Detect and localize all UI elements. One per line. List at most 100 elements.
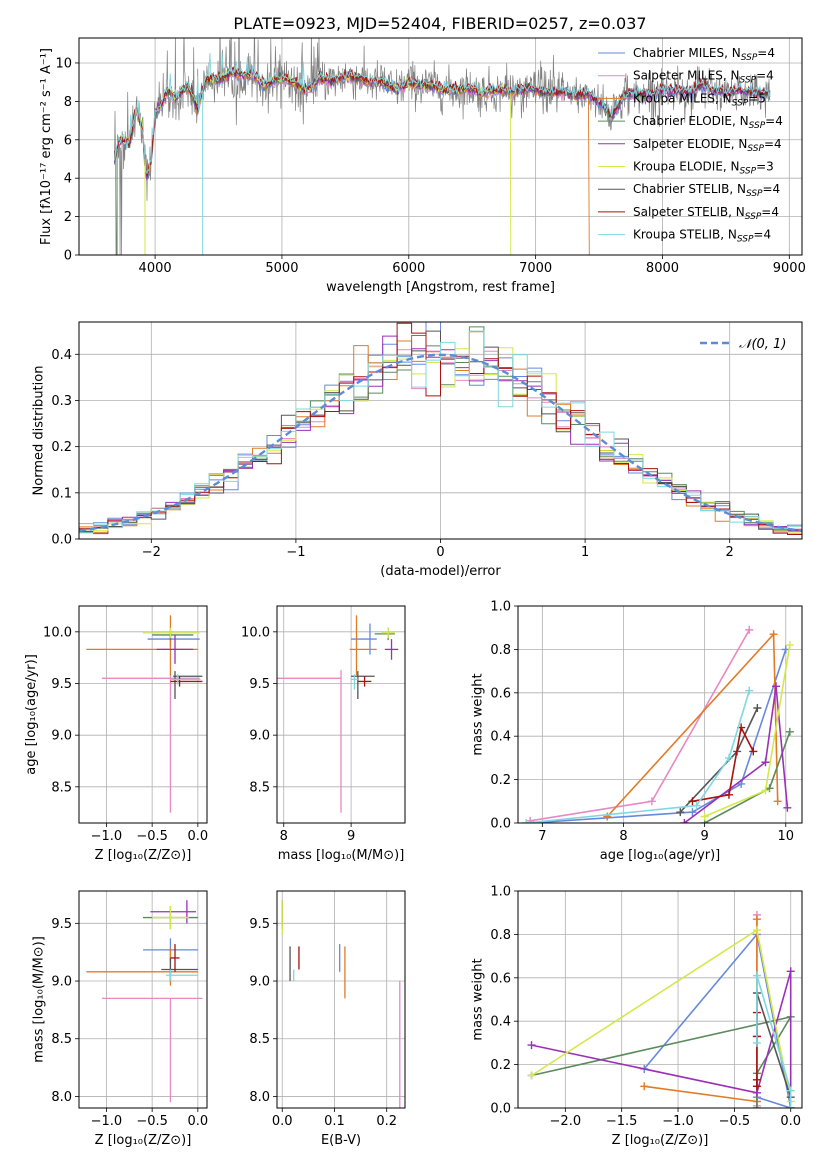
spectrum-xtick-label: 9000 <box>773 261 806 276</box>
mass-weight-marker <box>724 753 733 762</box>
mass-vs-Z-xtick-label: 0.0 <box>188 1114 209 1129</box>
mass-weight-marker <box>753 703 762 712</box>
mass-weight-marker <box>688 808 697 817</box>
residuals-xtick-label: 1 <box>581 545 589 560</box>
age-vs-mass-xtick-label: 8 <box>280 829 288 844</box>
age-vs-mass-plot <box>277 615 399 813</box>
mass-vs-EBV-axes: 0.0 0.1 0.2 8.0 8.5 9.0 9.5 E(B-V) <box>249 890 406 1148</box>
age-vs-Z-xlabel: Z [log₁₀(Z/Z⊙)] <box>95 848 192 863</box>
age-vs-Z-ytick-label: 8.5 <box>51 780 72 795</box>
legend-entry: Kroupa MILES, NSSP=5 <box>633 91 766 108</box>
residuals-ytick-label: 0.2 <box>51 440 72 455</box>
mass-vs-Z-xtick-label: −0.5 <box>136 1114 168 1129</box>
age-vs-Z-axes: −1.0 −0.5 0.0 8.5 9.0 9.5 10.0 Z [log₁₀(Z/Z⊙)] a… <box>24 605 209 863</box>
mass-weight-marker <box>785 641 794 650</box>
mass-weight-vs-Z-ytick-label: 0.2 <box>490 1058 511 1073</box>
age-vs-mass-xlabel: mass [log₁₀(M/M⊙)] <box>278 848 405 863</box>
errorbar-point <box>156 634 194 664</box>
mass-vs-Z-ytick-label: 8.0 <box>51 1090 72 1105</box>
legend-entry: Chabrier STELIB, NSSP=4 <box>633 182 780 199</box>
residuals-plot <box>79 322 802 535</box>
mass-weight-marker <box>786 1104 795 1108</box>
mass-vs-Z-xlabel: Z [log₁₀(Z/Z⊙)] <box>95 1133 192 1148</box>
spectrum-ytick-label: 10 <box>55 56 72 71</box>
residuals-ylabel: Normed distribution <box>32 366 47 496</box>
mass-weight-line <box>756 975 792 1108</box>
residuals-xtick-label: −2 <box>142 545 161 560</box>
spectrum-model-line <box>114 66 771 177</box>
mass-weight-marker <box>603 812 612 821</box>
mass-weight-vs-age-xtick-label: 8 <box>619 829 627 844</box>
mass-vs-Z-axes: −1.0 −0.5 0.0 8.0 8.5 9.0 9.5 Z [log₁₀(Z/Z⊙)] ma… <box>32 890 209 1148</box>
mass-weight-vs-age-ytick-label: 0.8 <box>490 643 511 658</box>
mass-weight-marker <box>692 801 701 810</box>
mass-vs-Z-ytick-label: 8.5 <box>51 1032 72 1047</box>
residual-histogram <box>79 330 802 534</box>
mass-vs-EBV-xtick-label: 0.2 <box>376 1114 397 1129</box>
mass-weight-vs-Z-xtick-label: −1.5 <box>606 1114 638 1129</box>
age-vs-Z-ytick-label: 10.0 <box>43 625 72 640</box>
errorbar-point <box>170 944 180 972</box>
mass-weight-vs-age-xtick-label: 9 <box>700 829 708 844</box>
age-vs-mass-frame <box>276 605 406 824</box>
mass-weight-marker <box>526 816 535 823</box>
age-vs-Z-ytick-label: 9.5 <box>51 677 72 692</box>
mass-weight-vs-Z-frame-layer: −2.0 −1.5 −1.0 −0.5 0.0 0.0 0.2 0.4 0.6 0.8 1.0 Z [… <box>471 885 803 1148</box>
mass-weight-marker <box>676 808 685 817</box>
mass-weight-vs-age-ytick-label: 0.6 <box>490 686 511 701</box>
mass-vs-EBV-frame <box>276 890 406 1109</box>
mass-weight-line <box>526 690 751 823</box>
mass-weight-marker <box>752 971 761 980</box>
legend-entry: Salpeter MILES, NSSP=4 <box>633 69 774 86</box>
mass-weight-marker <box>752 1104 761 1108</box>
age-vs-Z-xtick-label: −1.0 <box>91 829 123 844</box>
age-vs-mass-xtick-label: 9 <box>347 829 355 844</box>
errorbar-point <box>170 674 201 685</box>
residuals-ytick-label: 0.1 <box>51 486 72 501</box>
mass-weight-marker <box>761 786 770 795</box>
mass-weight-marker <box>680 819 689 823</box>
mass-weight-vs-age-frame <box>517 605 803 824</box>
age-vs-Z-xtick-label: 0.0 <box>188 829 209 844</box>
mass-weight-vs-age-ytick-label: 0.4 <box>490 730 511 745</box>
mass-weight-marker <box>640 1082 649 1091</box>
spectrum-ytick-label: 4 <box>64 172 72 187</box>
legend-entry: Kroupa ELODIE, NSSP=3 <box>633 160 774 177</box>
mass-vs-EBV-xlabel: E(B-V) <box>321 1133 361 1148</box>
spectrum-xtick-label: 7000 <box>519 261 552 276</box>
mass-weight-marker <box>761 758 770 767</box>
mass-weight-marker <box>752 1075 761 1084</box>
mass-vs-EBV-xtick-label: 0.1 <box>324 1114 345 1129</box>
mass-weight-marker <box>785 727 794 736</box>
figure-title: PLATE=0923, MJD=52404, FIBERID=0257, z=0… <box>233 14 646 33</box>
mass-weight-marker <box>522 819 531 823</box>
mass-weight-vs-Z-ytick-label: 0.6 <box>490 971 511 986</box>
age-vs-mass-ytick-label: 9.0 <box>249 729 270 744</box>
legend-entry: Kroupa STELIB, NSSP=4 <box>633 228 771 245</box>
mass-weight-marker <box>745 686 754 695</box>
spectrum-ytick-label: 0 <box>64 249 72 264</box>
mass-weight-vs-Z-ytick-label: 0.8 <box>490 928 511 943</box>
residuals-ytick-label: 0.4 <box>51 348 72 363</box>
errorbar-point <box>152 906 189 930</box>
mass-weight-marker <box>786 1086 795 1095</box>
errorbar-point <box>357 676 372 687</box>
mass-weight-vs-Z-ylabel: mass weight <box>471 958 486 1040</box>
spectrum-ytick-label: 8 <box>64 95 72 110</box>
spectrum-data-line <box>114 38 771 255</box>
mass-weight-vs-age-frame-layer: 7 8 9 10 0.0 0.2 0.4 0.6 0.8 1.0 age [log₁₀(age/yr… <box>471 600 803 863</box>
mass-weight-vs-Z-axes: −2.0 −1.5 −1.0 −0.5 0.0 0.0 0.2 0.4 0.6 0.8 1.0 Z [… <box>471 885 803 1148</box>
mass-vs-Z-ytick-label: 9.0 <box>51 975 72 990</box>
mass-weight-vs-Z-xtick-label: 0.0 <box>780 1114 801 1129</box>
mass-vs-EBV-ytick-label: 9.5 <box>249 917 270 932</box>
mass-weight-marker <box>786 967 795 976</box>
spectrum-xtick-label: 5000 <box>265 261 298 276</box>
mass-weight-vs-age-ytick-label: 0.2 <box>490 773 511 788</box>
residuals-ytick-label: 0.0 <box>51 533 72 548</box>
spectrum-frame-layer: 4000 5000 6000 7000 8000 9000 0 2 4 6 8 10 wavelengt… <box>39 37 806 295</box>
spectrum-xtick-label: 8000 <box>646 261 679 276</box>
spectrum-model-line <box>114 52 771 175</box>
spectrum-frame <box>78 37 803 256</box>
mass-vs-Z-xtick-label: −1.0 <box>91 1114 123 1129</box>
